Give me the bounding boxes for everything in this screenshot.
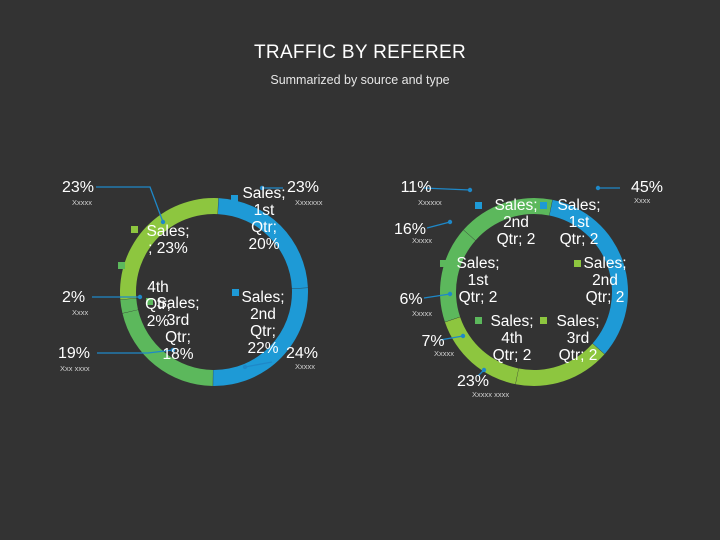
donut-slice <box>213 288 308 386</box>
callout-percent: 24% <box>286 345 318 362</box>
donut-slice <box>549 199 624 267</box>
leader-dot <box>447 219 453 225</box>
leader-line <box>97 349 174 354</box>
callout-sub: Xxxxx <box>295 362 315 371</box>
data-label: Sales;; 23% <box>146 223 189 257</box>
donut-slice <box>463 198 553 241</box>
leader-dot <box>467 187 473 193</box>
donut-slice <box>515 343 605 386</box>
callout-sub: Xxxx <box>634 196 651 205</box>
leader-dot <box>460 333 466 339</box>
callout-percent: 45% <box>631 179 663 196</box>
donut-slice <box>592 262 628 354</box>
donut-slice <box>122 309 213 386</box>
leader-line <box>96 186 164 223</box>
callout-percent: 11% <box>401 179 432 196</box>
data-label: 4th Qtr; 2% <box>145 279 171 330</box>
leader-dot <box>160 219 166 225</box>
leader-dot <box>137 294 143 300</box>
legend-key <box>475 317 482 324</box>
leader-dot <box>595 185 601 191</box>
callout-percent: 23% <box>457 373 489 390</box>
callout-sub: Xxxxx <box>72 198 92 207</box>
leader-dot <box>447 291 453 297</box>
leader-line <box>244 361 273 368</box>
legend-key <box>440 260 447 267</box>
legend-key <box>540 317 547 324</box>
callout-sub: Xxxxx xxxx <box>472 390 509 399</box>
legend-key <box>131 226 138 233</box>
leader-dot <box>259 185 265 191</box>
legend-key <box>231 195 238 202</box>
callout-percent: 23% <box>287 179 319 196</box>
legend-key <box>540 202 547 209</box>
data-label: Sales; 3rd Qtr; 2 <box>556 313 599 364</box>
legend-key <box>232 289 239 296</box>
donut-slice <box>439 230 476 322</box>
leader-line <box>439 335 464 341</box>
chart-title: TRAFFIC BY REFERER <box>254 42 466 63</box>
legend-key <box>146 298 153 305</box>
data-label: Sales; 1st Qtr; 2 <box>557 197 600 248</box>
legend-key <box>118 262 125 269</box>
data-label: Sales; 2nd Qtr; 22% <box>241 289 284 357</box>
data-label: Sales; 3rd Qtr; 18% <box>156 295 199 363</box>
callout-sub: Xxxxx <box>412 309 432 318</box>
leader-line <box>422 187 471 191</box>
callout-sub: Xxxxx <box>412 236 432 245</box>
callout-percent: 2% <box>62 289 85 306</box>
callout-percent: 7% <box>421 333 444 350</box>
callout-sub: Xxxx <box>72 308 89 317</box>
legend-key <box>475 202 482 209</box>
callout-sub: Xxxxxxx <box>295 198 323 207</box>
donut-slice <box>217 198 308 289</box>
donut-slice <box>120 198 219 300</box>
callout-percent: 19% <box>58 345 90 362</box>
leader-line <box>423 293 451 299</box>
data-label: Sales; 1st Qtr; 20% <box>242 185 285 253</box>
donut-slice <box>120 298 139 314</box>
data-label: Sales; 2nd Qtr; 2 <box>494 197 537 248</box>
legend-key <box>574 260 581 267</box>
callout-sub: Xxxxx <box>434 349 454 358</box>
data-label: Sales; 1st Qtr; 2 <box>456 255 499 306</box>
leader-dot <box>242 364 248 370</box>
callout-sub: Xxxxxx <box>418 198 442 207</box>
leader-dot <box>170 347 176 353</box>
leader-dot <box>481 367 487 373</box>
callout-sub: Xxx xxxx <box>60 364 90 373</box>
callout-percent: 16% <box>394 221 426 238</box>
chart-subtitle: Summarized by source and type <box>270 73 450 87</box>
data-label: Sales; 2nd Qtr; 2 <box>583 255 626 306</box>
data-label: Sales; 4th Qtr; 2 <box>490 313 533 364</box>
callout-percent: 23% <box>62 179 94 196</box>
callout-percent: 6% <box>399 291 422 308</box>
donut-chart-2: 11%Xxxxxx16%Xxxxx6%Xxxxx7%Xxxxx23%Xxxxx … <box>394 179 663 399</box>
leader-line <box>426 221 451 229</box>
